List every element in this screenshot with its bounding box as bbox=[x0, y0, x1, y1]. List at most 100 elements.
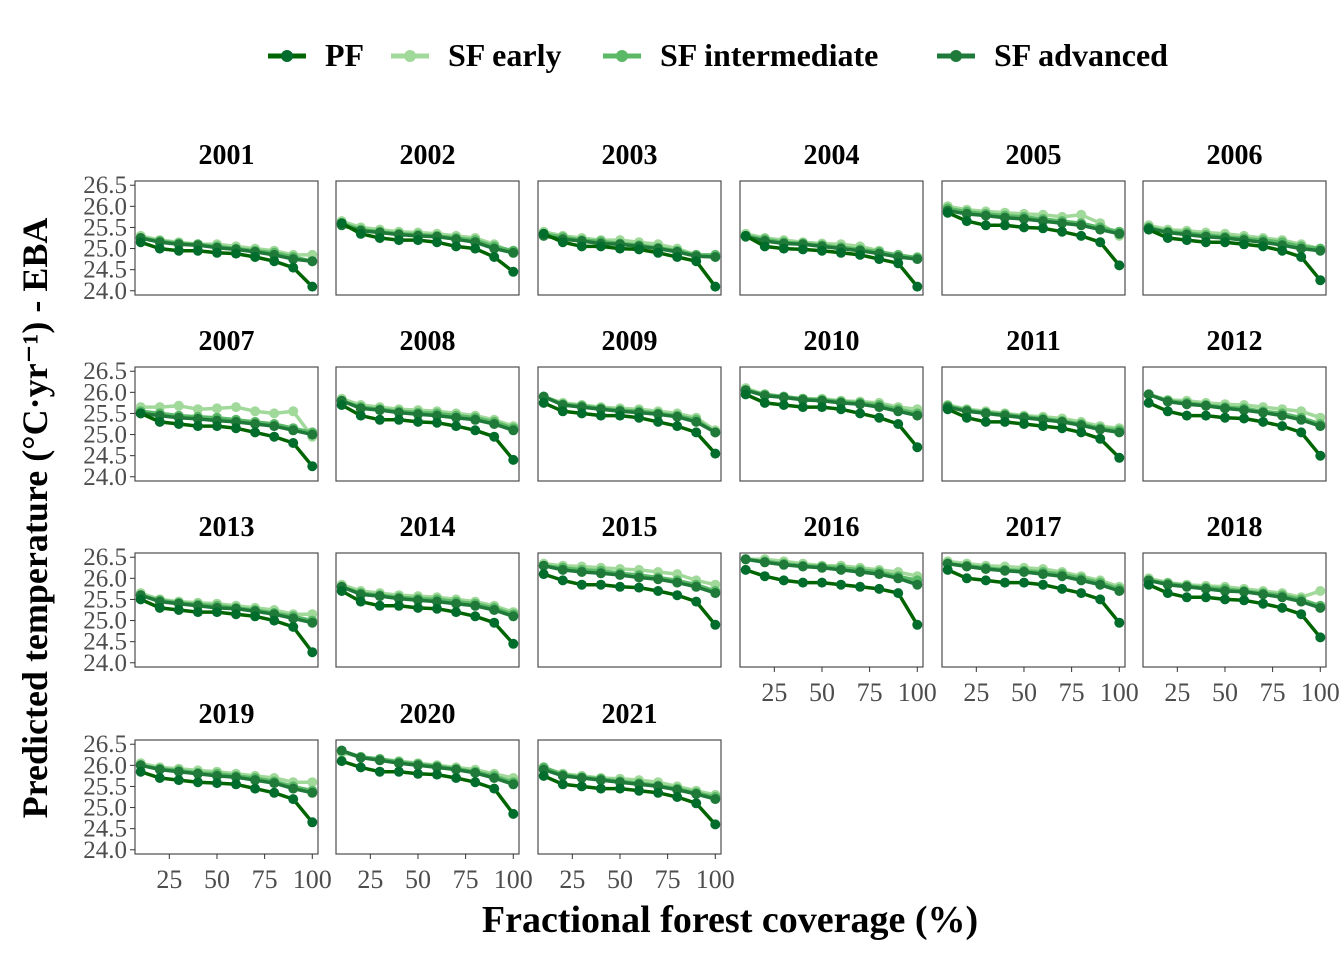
point-pf bbox=[961, 216, 972, 227]
point-pf bbox=[393, 235, 404, 246]
x-tick-label: 50 bbox=[204, 865, 230, 894]
point-pf bbox=[691, 427, 702, 438]
legend-item-pf: PF bbox=[268, 37, 364, 73]
point-adv bbox=[576, 773, 587, 783]
point-adv bbox=[432, 762, 442, 773]
point-pf bbox=[874, 412, 885, 423]
point-adv bbox=[980, 564, 991, 574]
x-tick-label: 25 bbox=[761, 678, 787, 707]
point-adv bbox=[231, 772, 241, 783]
point-pf bbox=[336, 218, 347, 229]
legend-marker-early bbox=[404, 50, 416, 62]
point-pf bbox=[1258, 416, 1269, 427]
point-adv bbox=[1277, 592, 1288, 603]
point-pf bbox=[413, 235, 423, 246]
point-pf bbox=[672, 421, 683, 432]
series-line-early bbox=[140, 404, 314, 438]
panel-title: 2006 bbox=[1207, 140, 1263, 171]
point-adv bbox=[355, 589, 366, 600]
point-adv bbox=[508, 425, 519, 436]
point-adv bbox=[874, 569, 885, 580]
y-tick-label: 25.5 bbox=[83, 586, 127, 613]
panel-2002: 2002 bbox=[335, 140, 520, 296]
series-line-pf bbox=[140, 240, 314, 288]
point-pf bbox=[1220, 412, 1230, 423]
point-adv bbox=[874, 402, 885, 413]
series-line-adv bbox=[745, 388, 918, 418]
point-adv bbox=[672, 411, 683, 422]
series-line-early bbox=[341, 397, 514, 428]
point-adv bbox=[269, 778, 280, 789]
series-line-pf bbox=[1147, 583, 1322, 639]
panel-title: 2005 bbox=[1006, 140, 1062, 171]
point-pf bbox=[912, 281, 923, 292]
panel-2001: 2001 24.024.525.025.526.026.5 bbox=[83, 140, 319, 305]
panel-title: 2020 bbox=[400, 699, 456, 730]
point-adv bbox=[1315, 421, 1326, 432]
point-adv bbox=[1239, 586, 1249, 597]
point-pf bbox=[432, 417, 442, 428]
point-pf bbox=[1200, 410, 1211, 421]
point-pf bbox=[855, 249, 866, 260]
point-adv bbox=[710, 252, 721, 262]
point-adv bbox=[759, 390, 770, 401]
y-tick-label: 24.0 bbox=[83, 650, 127, 677]
point-pf bbox=[212, 607, 222, 618]
y-tick-label: 25.5 bbox=[83, 214, 127, 241]
series-line-inter bbox=[543, 563, 716, 593]
point-pf bbox=[634, 582, 644, 593]
point-pf bbox=[759, 397, 770, 408]
series-line-adv bbox=[947, 405, 1120, 435]
panel-frame bbox=[1142, 552, 1327, 668]
point-pf bbox=[999, 416, 1010, 427]
point-pf bbox=[393, 414, 404, 425]
point-adv bbox=[1200, 400, 1211, 411]
point-pf bbox=[576, 579, 587, 590]
point-adv bbox=[576, 567, 587, 577]
point-pf bbox=[135, 594, 146, 605]
point-pf bbox=[557, 406, 568, 417]
point-adv bbox=[1095, 224, 1106, 235]
point-pf bbox=[615, 243, 625, 254]
series-line-pf bbox=[340, 589, 515, 645]
point-adv bbox=[154, 764, 165, 775]
panel-title: 2003 bbox=[602, 140, 658, 171]
point-early bbox=[231, 402, 241, 413]
point-pf bbox=[269, 615, 280, 626]
x-tick-label: 100 bbox=[1100, 678, 1139, 707]
y-tick-label: 26.5 bbox=[83, 172, 127, 199]
point-pf bbox=[615, 410, 625, 421]
panel-2007: 2007 24.024.525.025.526.026.5 bbox=[83, 326, 319, 491]
panel-title: 2018 bbox=[1207, 512, 1263, 543]
series-line-early bbox=[947, 559, 1120, 589]
point-pf bbox=[1057, 226, 1068, 237]
panel-2003: 2003 bbox=[537, 140, 722, 296]
series-line-adv bbox=[745, 557, 918, 587]
point-early bbox=[250, 406, 261, 417]
point-pf bbox=[817, 577, 827, 588]
y-axis-title: Predicted temperature (°C·yr⁻¹) - EBA bbox=[15, 218, 55, 819]
point-pf bbox=[374, 414, 385, 425]
legend-item-inter: SF intermediate bbox=[603, 37, 878, 73]
point-pf bbox=[653, 787, 664, 798]
point-pf bbox=[1200, 592, 1211, 603]
series-line-inter bbox=[947, 206, 1120, 234]
series-line-adv bbox=[341, 585, 514, 618]
point-pf bbox=[1162, 588, 1173, 599]
point-pf bbox=[912, 619, 923, 630]
point-pf bbox=[653, 247, 664, 258]
point-adv bbox=[1114, 586, 1125, 596]
point-adv bbox=[797, 394, 808, 405]
point-adv bbox=[508, 247, 519, 258]
point-early bbox=[173, 400, 184, 411]
panel-2010: 2010 bbox=[739, 326, 924, 482]
point-pf bbox=[595, 783, 606, 794]
point-adv bbox=[1220, 403, 1230, 414]
point-adv bbox=[173, 766, 184, 777]
point-pf bbox=[672, 252, 683, 262]
panel-title: 2012 bbox=[1207, 326, 1263, 357]
point-pf bbox=[307, 281, 318, 292]
point-adv bbox=[432, 410, 442, 421]
point-adv bbox=[1057, 218, 1068, 229]
point-pf bbox=[893, 258, 904, 269]
